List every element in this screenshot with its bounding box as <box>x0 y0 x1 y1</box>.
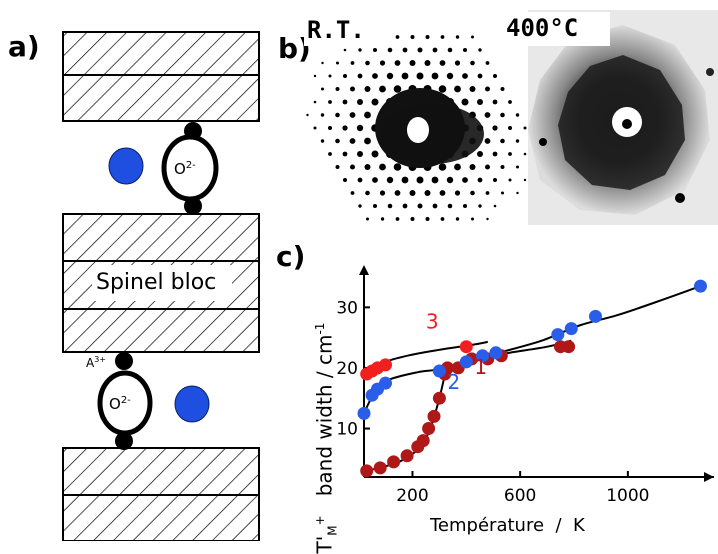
y-tick-label: 20 <box>336 359 358 379</box>
y-axis-title: T'M+ band width / cm-1 <box>312 322 340 554</box>
x-axis-arrow <box>704 472 714 482</box>
lower-conduction-plane <box>97 352 210 450</box>
cation-dot-upper-bottom <box>184 197 202 215</box>
panel-a-label: a) <box>8 30 40 63</box>
cation-label: A3+ <box>86 355 107 370</box>
series-1-point <box>400 449 414 463</box>
spinel-layer-bottom-1 <box>62 447 260 496</box>
caption-400c: 400°C <box>506 14 579 42</box>
y-axis-arrow <box>359 265 369 275</box>
x-tick-label: 1000 <box>606 486 649 506</box>
series-2-point <box>489 346 503 360</box>
spinel-layer-bottom-2 <box>62 494 260 541</box>
y-tick-label: 10 <box>336 420 358 440</box>
series-3-point <box>459 340 473 354</box>
diffraction-pattern-room-temperature <box>306 35 527 221</box>
spinel-bloc-label: Spinel bloc <box>96 270 217 295</box>
series-3-label: 3 <box>426 310 439 334</box>
spinel-layer-mid-1 <box>62 213 260 262</box>
series-2-point <box>459 355 473 369</box>
series-1-point <box>416 434 430 448</box>
series-1-point <box>427 409 441 423</box>
series-1-point <box>360 464 374 478</box>
x-tick-label: 600 <box>504 486 536 506</box>
series-2-point <box>432 364 446 378</box>
series-1-point <box>422 422 436 435</box>
series-2-point <box>379 376 392 390</box>
series-2-point <box>694 279 707 293</box>
spinel-structure-diagram <box>62 31 260 541</box>
mobile-ion-lower <box>174 385 210 423</box>
series-1-label: 1 <box>474 355 487 379</box>
x-axis-title: Température / K <box>430 515 585 536</box>
series-1-point <box>432 391 446 405</box>
caption-room-temperature: R.T. <box>307 16 365 44</box>
series-2-point <box>551 328 565 342</box>
series-1-point <box>562 340 576 354</box>
diffraction-pattern-400c <box>528 10 718 225</box>
spinel-layer-mid-3 <box>62 308 260 353</box>
series-2-point <box>564 322 578 336</box>
series-1-point <box>387 455 401 469</box>
cation-dot-lower-bottom <box>115 432 133 450</box>
oxygen-label-upper: O2- <box>174 160 196 178</box>
oxygen-label-lower: O2- <box>109 395 131 413</box>
series-2-point <box>357 406 371 420</box>
series-3-point <box>379 358 392 372</box>
series-2-point <box>589 309 602 323</box>
diffraction-photos <box>304 10 718 225</box>
cation-dot-lower-top <box>115 352 133 370</box>
panel-c-label: c) <box>276 240 306 273</box>
mobile-ion-upper <box>108 147 144 185</box>
band-width-chart: 200 600 1000 10 20 30 12 3 <box>336 265 714 506</box>
upper-conduction-plane <box>108 122 219 215</box>
series-2-label: 2 <box>447 370 460 394</box>
spinel-layer-top-2 <box>62 74 260 122</box>
spinel-layer-top-1 <box>62 31 260 76</box>
x-tick-label: 200 <box>396 486 428 506</box>
series-1-point <box>373 461 387 475</box>
series-2-point <box>476 349 489 363</box>
y-tick-label: 30 <box>336 298 358 318</box>
